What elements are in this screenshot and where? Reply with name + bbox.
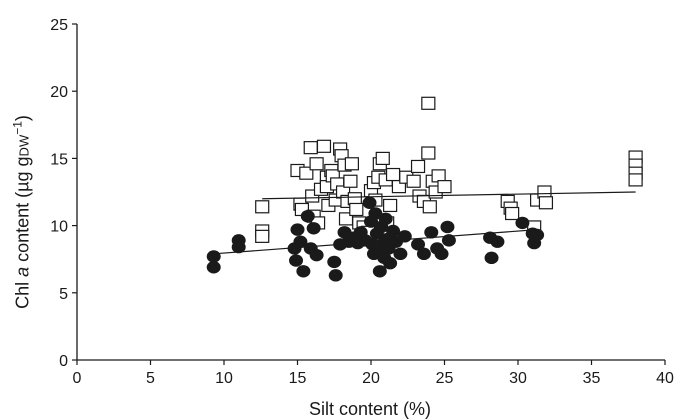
- filled-circle-point: [206, 261, 221, 274]
- filled-circle-point: [440, 220, 455, 234]
- y-tick-label: 15: [50, 151, 68, 168]
- open-square-point: [406, 174, 421, 188]
- y-tick-label: 0: [59, 353, 68, 370]
- filled-circle-point: [378, 212, 393, 226]
- x-tick-label: 30: [509, 370, 527, 387]
- x-tick-label: 35: [583, 370, 601, 387]
- filled-circle-point: [441, 234, 456, 247]
- open-square-point: [255, 200, 270, 214]
- filled-circle-point: [393, 247, 408, 261]
- y-axis-title-wrap: Chl a content (µg gDW−1): [10, 0, 34, 419]
- open-square-point: [349, 202, 364, 217]
- x-tick-label: 20: [362, 370, 380, 387]
- x-tick-label: 15: [289, 370, 307, 387]
- trend-line: [213, 229, 538, 255]
- open-square-point: [255, 229, 270, 243]
- plot-marks: [206, 96, 643, 282]
- filled-circle-point: [289, 254, 304, 267]
- x-tick-label: 0: [73, 370, 82, 387]
- filled-circle-point: [290, 223, 305, 236]
- filled-circle-point: [231, 240, 246, 254]
- y-axis-title: Chl a content (µg gDW−1): [10, 115, 33, 309]
- open-square-point: [316, 139, 332, 153]
- filled-circle-point: [383, 257, 398, 270]
- filled-circle-point: [206, 250, 221, 263]
- filled-circle-point: [530, 228, 545, 242]
- open-square-point: [375, 151, 390, 165]
- open-square-point: [385, 167, 401, 182]
- filled-circle-point: [309, 248, 324, 262]
- open-square-point: [437, 180, 452, 194]
- axes: 0 5 10 15 20 25 30 35 40 0 5 10 15 20 25: [50, 17, 674, 387]
- filled-circle-point: [300, 209, 315, 223]
- x-tick-label: 40: [656, 370, 674, 387]
- y-tick-label: 20: [50, 84, 68, 101]
- open-square-point: [410, 159, 426, 174]
- open-square-point: [344, 157, 359, 171]
- x-axis-title: Silt content (%): [309, 399, 431, 419]
- filled-circle-point: [434, 247, 449, 261]
- x-tick-label: 25: [436, 370, 454, 387]
- filled-circle-point: [368, 207, 383, 220]
- filled-circle-point: [416, 247, 431, 261]
- filled-circle-point: [411, 238, 426, 251]
- open-square-point: [383, 198, 398, 213]
- filled-circle-point: [296, 265, 311, 278]
- y-tick-label: 25: [50, 17, 68, 34]
- filled-circle-point: [362, 196, 377, 209]
- filled-circle-point: [424, 226, 439, 239]
- filled-circle-point: [372, 265, 387, 278]
- open-square-point: [421, 96, 436, 110]
- filled-circle-point: [484, 251, 499, 265]
- trend-line: [262, 191, 636, 200]
- filled-circle-point: [386, 224, 401, 238]
- open-square-point: [422, 200, 437, 214]
- filled-circle-point: [327, 255, 342, 269]
- open-square-point: [538, 196, 554, 210]
- x-tick-label: 5: [146, 370, 155, 387]
- open-square-point: [421, 146, 436, 160]
- open-square-point: [628, 173, 643, 187]
- filled-circle-point: [328, 269, 343, 282]
- y-tick-label: 10: [50, 219, 68, 236]
- x-tick-label: 10: [215, 370, 233, 387]
- open-square-point: [309, 157, 324, 171]
- open-square-point: [505, 206, 520, 221]
- open-square-point: [303, 141, 318, 155]
- filled-circle-point: [397, 230, 412, 243]
- filled-circle-point: [293, 235, 308, 248]
- open-square-point: [343, 174, 358, 188]
- filled-circle-point: [306, 222, 321, 235]
- filled-circle-point: [490, 235, 505, 248]
- filled-circle-point: [515, 216, 530, 230]
- y-tick-label: 5: [59, 286, 68, 303]
